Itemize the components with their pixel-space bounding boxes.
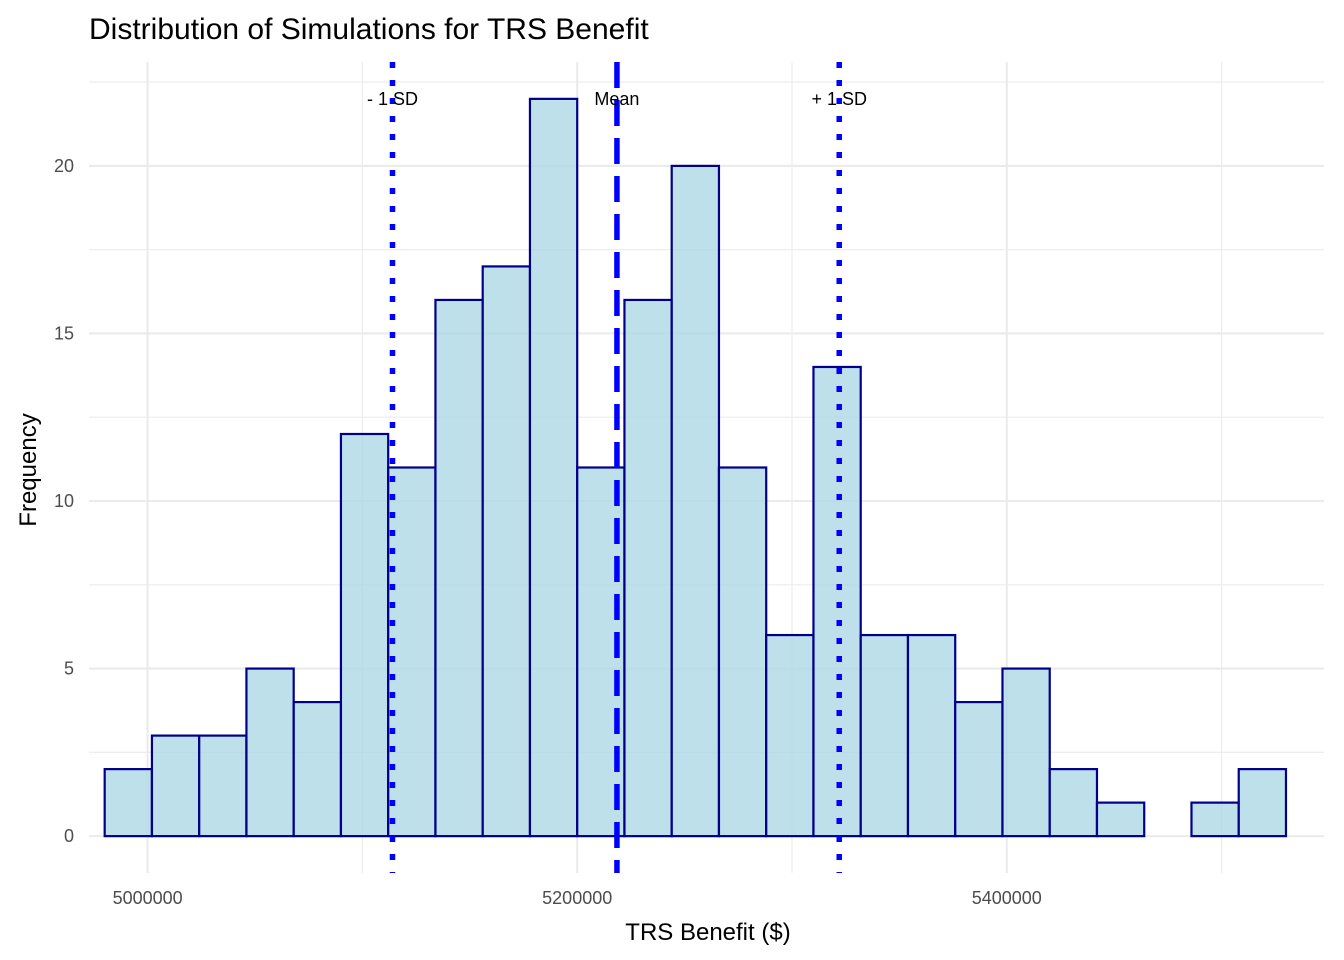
histogram-bar (292, 700, 343, 838)
histogram-bars (103, 97, 1288, 838)
histogram-bar (198, 734, 248, 838)
histogram-bar (765, 633, 815, 838)
reference-line-label: Mean (594, 89, 639, 109)
histogram-bar (481, 265, 532, 838)
y-tick-label: 0 (64, 826, 74, 846)
y-tick-label: 15 (54, 323, 74, 343)
histogram-bar (434, 298, 484, 838)
reference-line-label: + 1 SD (811, 89, 867, 109)
reference-line-labels: - 1 SD Mean + 1 SD (367, 89, 867, 109)
histogram-bar (1048, 768, 1099, 838)
histogram-bar (1190, 801, 1240, 838)
histogram-bar (528, 97, 579, 838)
histogram-bar (1237, 768, 1288, 838)
histogram-bar (103, 768, 154, 838)
x-tick-label: 5000000 (113, 888, 183, 908)
histogram-bar (339, 432, 390, 838)
histogram-bar (717, 466, 768, 838)
x-axis-title: TRS Benefit ($) (625, 919, 790, 946)
reference-line-label: - 1 SD (367, 89, 418, 109)
histogram-bar (954, 700, 1004, 838)
histogram-bar (859, 633, 910, 838)
histogram-bar (150, 734, 201, 838)
x-tick-label: 5200000 (542, 888, 612, 908)
reference-lines (389, 62, 842, 873)
histogram-bar (623, 298, 673, 838)
histogram-bar (1095, 801, 1146, 838)
histogram-bar (1001, 667, 1051, 838)
chart-title: Distribution of Simulations for TRS Bene… (89, 13, 649, 46)
y-tick-label: 20 (54, 156, 74, 176)
y-tick-label: 10 (54, 491, 74, 511)
histogram-bar (245, 667, 295, 838)
y-tick-label: 5 (64, 659, 74, 679)
histogram-bar (670, 164, 721, 838)
x-tick-label: 5400000 (972, 888, 1042, 908)
histogram-bar (387, 466, 437, 838)
axis-tick-labels: 5000000 5200000 5400000 0 5 10 15 20 (54, 156, 1042, 908)
y-axis-title: Frequency (15, 413, 42, 526)
histogram-bar (906, 633, 957, 838)
